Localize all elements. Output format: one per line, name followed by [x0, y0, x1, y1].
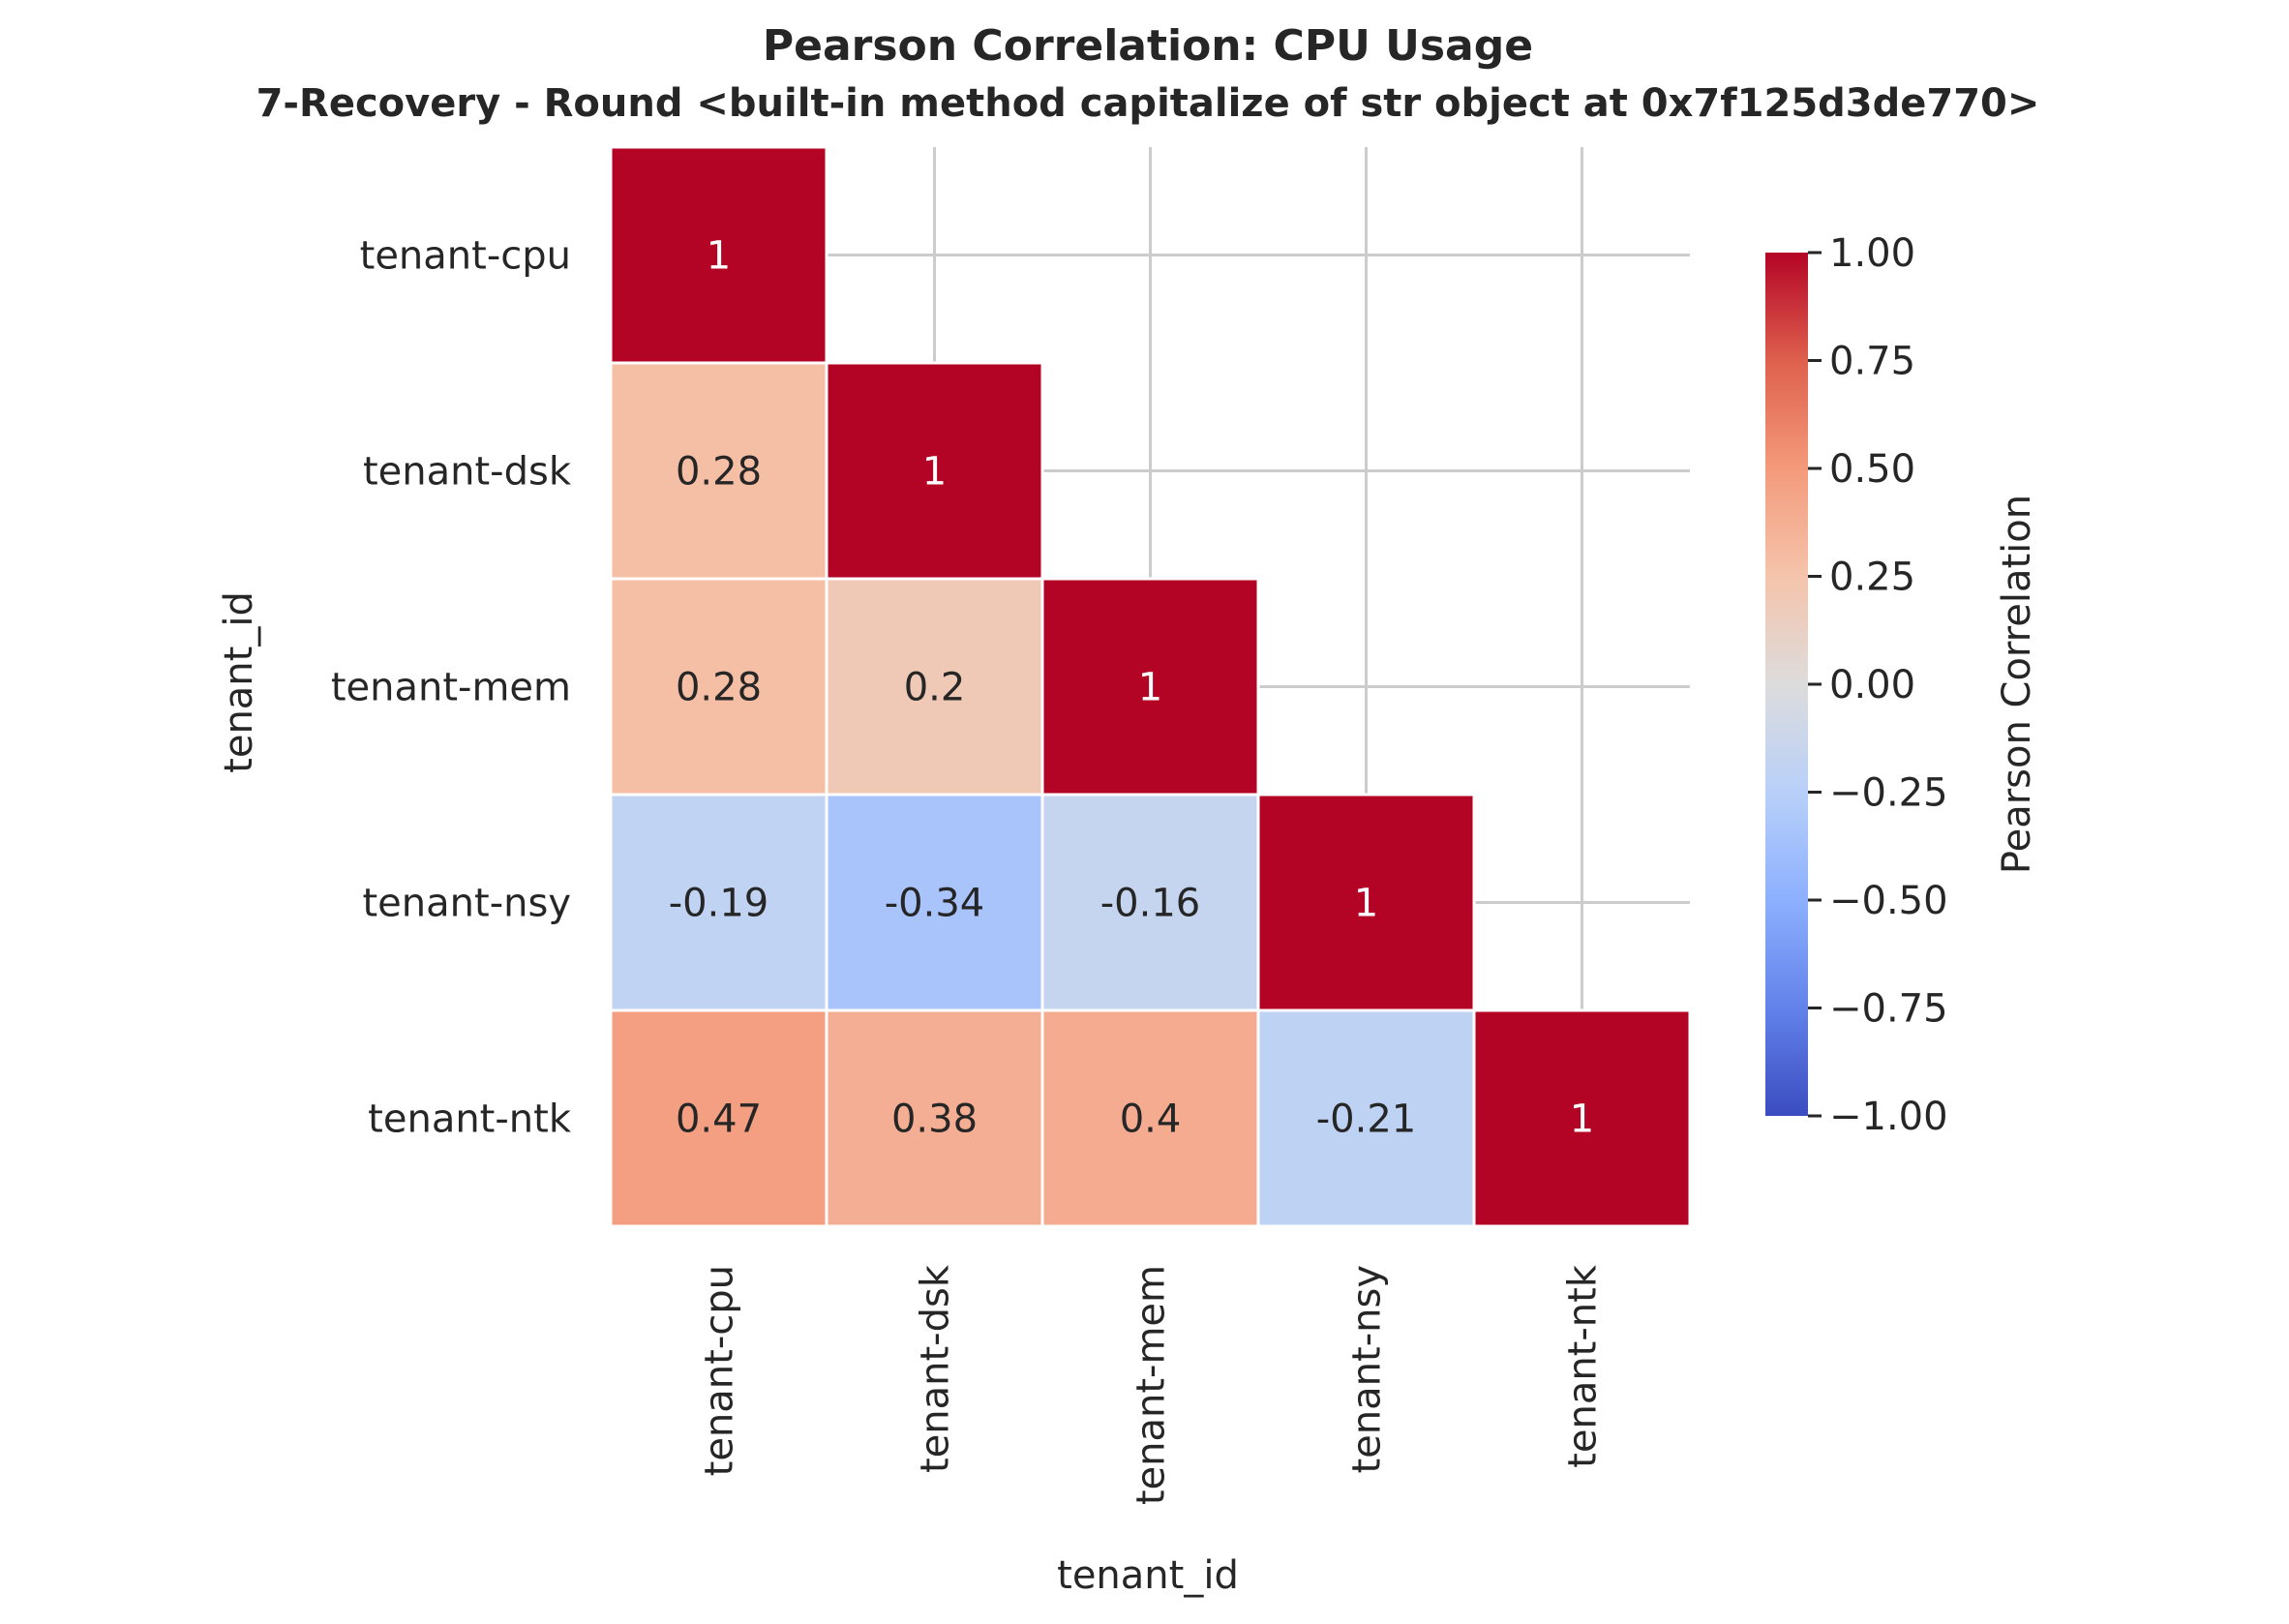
heatmap-cell-label: 0.2: [904, 666, 966, 710]
x-tick-label: tenant-dsk: [914, 1264, 958, 1473]
heatmap-cell-label: 0.28: [676, 450, 762, 495]
heatmap-cell-label: -0.21: [1316, 1098, 1417, 1142]
x-tick-label: tenant-cpu: [698, 1265, 742, 1476]
colorbar-tick-label: 0.75: [1829, 340, 1915, 384]
colorbar-tick-label: 0.50: [1829, 447, 1915, 492]
heatmap-cell: [1256, 1008, 1476, 1228]
heatmap-cell-label: 1: [1354, 882, 1378, 926]
heatmap-cell-label: 1: [922, 450, 947, 495]
y-tick-label: tenant-mem: [331, 666, 571, 710]
heatmap-cell-label: 0.28: [676, 666, 762, 710]
x-tick-label: tenant-ntk: [1561, 1264, 1606, 1468]
heatmap-cell: [1256, 793, 1476, 1012]
chart-title-line-2: 7-Recovery - Round <built-in method capi…: [256, 81, 2040, 126]
heatmap-cell-label: 0.38: [891, 1098, 978, 1142]
heatmap-cell-label: -0.34: [885, 882, 985, 926]
heatmap-cell: [1040, 793, 1260, 1012]
y-tick-label: tenant-dsk: [363, 450, 572, 495]
colorbar-tick-label: −1.00: [1829, 1095, 1948, 1139]
colorbar-tick-label: 1.00: [1829, 231, 1915, 276]
heatmap-cell: [1040, 1008, 1260, 1228]
colorbar-tick-label: −0.75: [1829, 987, 1948, 1032]
heatmap-cell-label: 0.47: [676, 1098, 762, 1142]
y-tick-label: tenant-cpu: [360, 234, 571, 279]
heatmap-cell: [825, 1008, 1044, 1228]
heatmap-cell: [1040, 577, 1260, 797]
colorbar-tick-label: −0.50: [1829, 879, 1948, 923]
heatmap-cell-label: -0.16: [1100, 882, 1201, 926]
heatmap-cell: [825, 793, 1044, 1012]
heatmap-cell-label: 1: [1570, 1098, 1594, 1142]
y-axis-label: tenant_id: [217, 591, 261, 773]
colorbar-tick-label: 0.00: [1829, 663, 1915, 707]
x-axis-label: tenant_id: [1057, 1553, 1239, 1598]
colorbar-label: Pearson Correlation: [1995, 495, 2039, 874]
heatmap-cell: [609, 1008, 828, 1228]
y-tick-label: tenant-nsy: [363, 882, 572, 926]
heatmap-cell-label: -0.19: [669, 882, 769, 926]
y-axis-tick-labels: tenant-cpu tenant-dsk tenant-mem tenant-nsy…: [331, 234, 572, 1142]
colorbar-tick-label: 0.25: [1829, 556, 1915, 600]
heatmap-cell-label: 0.4: [1120, 1098, 1182, 1142]
heatmap-cell-labels: 1 0.28 1 0.28 0.2 1 -0.19 -0.34 -0.16 1 0.47 0.38 0.…: [669, 234, 1594, 1142]
heatmap-cell: [609, 577, 828, 797]
heatmap-cell: [609, 145, 828, 365]
x-axis-tick-labels: tenant-cpu tenant-dsk tenant-mem tenant-nsy…: [698, 1264, 1606, 1505]
heatmap-cell: [1472, 1008, 1692, 1228]
heatmap-cell: [825, 577, 1044, 797]
x-tick-label: tenant-mem: [1129, 1265, 1174, 1505]
y-tick-label: tenant-ntk: [368, 1098, 572, 1142]
heatmap-cell-label: 1: [1138, 666, 1162, 710]
x-tick-label: tenant-nsy: [1345, 1265, 1390, 1474]
heatmap-cell: [609, 361, 828, 581]
colorbar-gradient: [1765, 253, 1808, 1116]
colorbar-tick-label: −0.25: [1829, 771, 1948, 816]
heatmap-cells: [609, 145, 1692, 1228]
chart-title-line-1: Pearson Correlation: CPU Usage: [763, 21, 1533, 71]
heatmap-cell: [609, 793, 828, 1012]
heatmap-cell-label: 1: [707, 234, 731, 279]
colorbar: 1.00 0.75 0.50 0.25 0.00 −0.25 −0.50 −0.75 −1.00: [1765, 231, 1948, 1139]
